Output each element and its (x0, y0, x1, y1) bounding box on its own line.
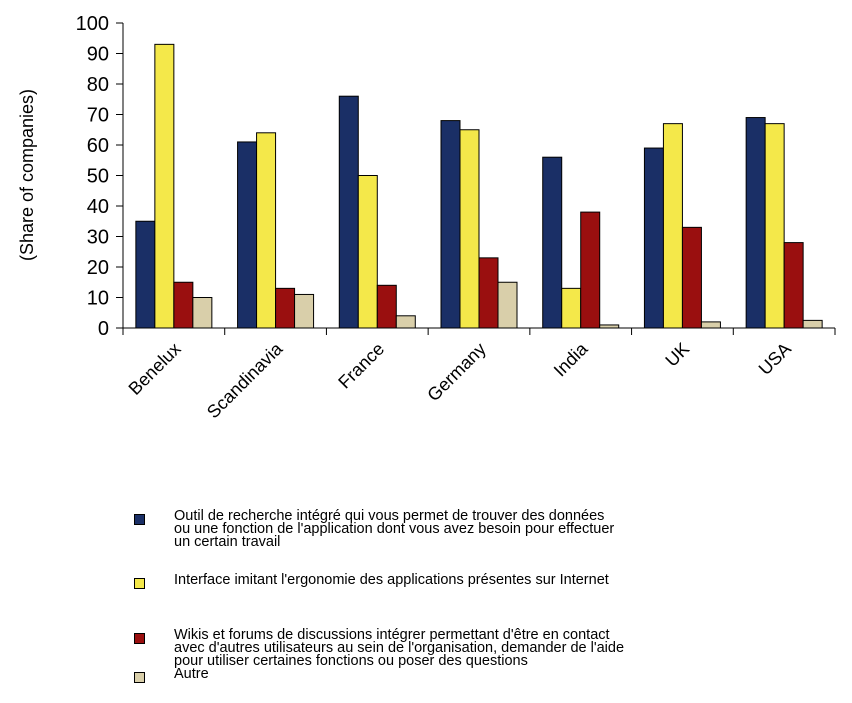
bar (440, 120, 461, 329)
legend-label: Outil de recherche intégré qui vous perm… (174, 508, 615, 550)
bar (275, 287, 296, 329)
legend-label: Autre (174, 666, 209, 682)
bar (376, 284, 397, 329)
bars (135, 43, 823, 329)
y-tick-label: 20 (87, 257, 109, 279)
bar-chart: 0 10 20 30 40 50 60 70 80 90 100 (Share of compani… (17, 13, 836, 422)
y-axis: 0 10 20 30 40 50 60 70 80 90 100 (76, 13, 124, 340)
x-tick-label: USA (755, 339, 795, 379)
bar (681, 226, 702, 329)
y-tick-label: 40 (87, 196, 109, 218)
bar (542, 156, 563, 329)
bar (154, 43, 175, 329)
bar (783, 242, 804, 329)
x-tick-label: Benelux (125, 339, 185, 399)
bar (497, 281, 518, 329)
x-tick-label: UK (661, 339, 693, 371)
bar (478, 257, 499, 329)
y-tick-label: 80 (87, 74, 109, 96)
x-tick-label: France (334, 339, 388, 393)
bar (237, 141, 258, 329)
x-tick-label: Scandinavia (203, 338, 287, 422)
bar (643, 147, 664, 329)
y-tick-label: 30 (87, 227, 109, 249)
bar (700, 321, 721, 329)
bar (338, 95, 359, 329)
y-tick-label: 70 (87, 105, 109, 127)
bar (395, 315, 416, 329)
bar (745, 117, 766, 329)
bar (173, 281, 194, 329)
y-tick-label: 60 (87, 135, 109, 157)
bar (256, 132, 277, 329)
y-tick-label: 50 (87, 166, 109, 188)
legend-swatch (134, 633, 145, 644)
y-tick-label: 90 (87, 44, 109, 66)
bar (357, 175, 378, 329)
x-axis: Benelux Scandinavia France Germany India UK US… (122, 327, 836, 422)
bar (662, 123, 683, 329)
x-tick-label: Germany (423, 339, 489, 405)
legend-swatch (134, 578, 145, 589)
bar (135, 220, 156, 329)
y-axis-label: (Share of companies) (17, 89, 37, 261)
bar (192, 297, 213, 329)
x-tick-label: India (550, 338, 592, 380)
bar (459, 129, 480, 329)
y-tick-label: 10 (87, 288, 109, 310)
bar (802, 319, 823, 329)
y-tick-label: 100 (76, 13, 109, 35)
legend-label: Interface imitant l'ergonomie des applic… (174, 572, 609, 588)
legend-swatch (134, 514, 145, 525)
legend-label: Wikis et forums de discussions intégrer … (174, 627, 625, 669)
y-tick-label: 0 (98, 318, 109, 340)
legend-swatch (134, 672, 145, 683)
bar (561, 287, 582, 329)
bar (294, 293, 315, 329)
bar (764, 123, 785, 329)
bar (580, 211, 601, 329)
